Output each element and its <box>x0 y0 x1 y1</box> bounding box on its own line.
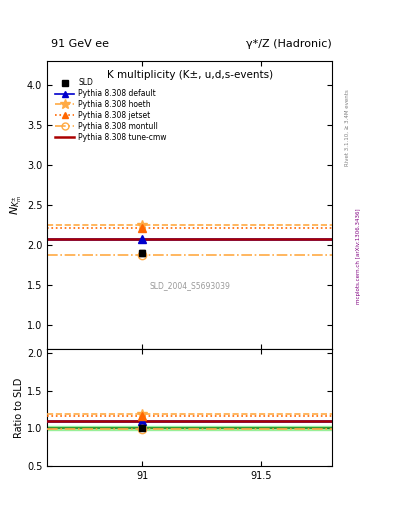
Text: SLD_2004_S5693039: SLD_2004_S5693039 <box>149 281 230 290</box>
Text: mcplots.cern.ch [arXiv:1306.3436]: mcplots.cern.ch [arXiv:1306.3436] <box>356 208 361 304</box>
Y-axis label: Ratio to SLD: Ratio to SLD <box>14 377 24 438</box>
Y-axis label: $N_{K^{\pm}_m}$: $N_{K^{\pm}_m}$ <box>8 195 24 216</box>
Text: γ*/Z (Hadronic): γ*/Z (Hadronic) <box>246 38 332 49</box>
Text: 91 GeV ee: 91 GeV ee <box>51 38 109 49</box>
Text: Rivet 3.1.10, ≥ 3.4M events: Rivet 3.1.10, ≥ 3.4M events <box>345 90 350 166</box>
Legend: SLD, Pythia 8.308 default, Pythia 8.308 hoeth, Pythia 8.308 jetset, Pythia 8.308: SLD, Pythia 8.308 default, Pythia 8.308 … <box>54 77 168 143</box>
Bar <box>47 426 332 430</box>
Text: K multiplicity (K±, u,d,s-events): K multiplicity (K±, u,d,s-events) <box>107 70 273 80</box>
